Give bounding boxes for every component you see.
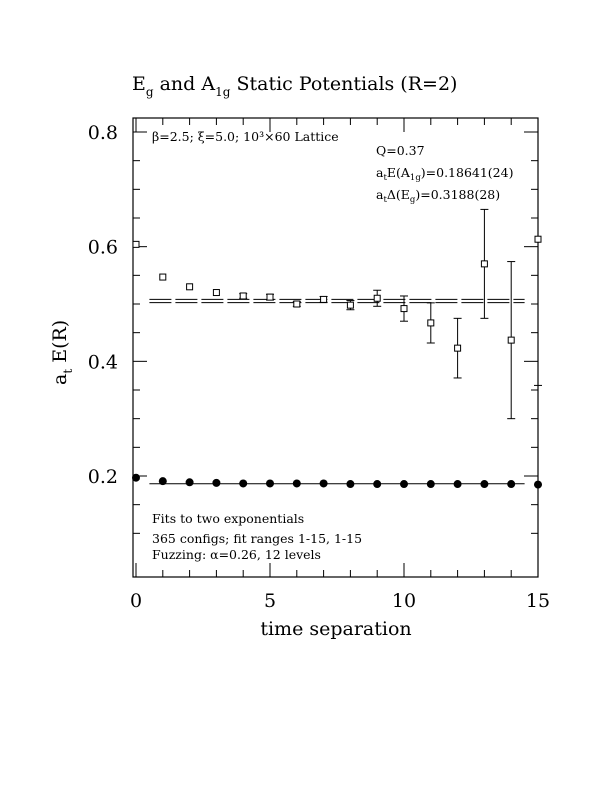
tick-labels: 0.2 0.4 0.6 0.8 0 5 10 15 <box>88 122 550 612</box>
fit-lines <box>149 298 525 485</box>
a1g-point <box>480 480 489 489</box>
eg-point <box>454 344 462 352</box>
eg-point <box>346 301 354 309</box>
x-tick-label: 5 <box>264 590 276 612</box>
eg-point <box>400 305 408 313</box>
eg-point <box>373 294 381 302</box>
a1g-point <box>426 480 435 489</box>
data-markers <box>132 118 542 489</box>
lattice-annotation: β=2.5; ξ=5.0; 10³×60 Lattice <box>152 129 339 144</box>
fuzzing-annotation: Fuzzing: α=0.26, 12 levels <box>152 547 321 562</box>
a1g-point <box>453 480 462 489</box>
a1g-point <box>239 479 248 488</box>
y-axis-label: at E(R) <box>49 320 75 385</box>
configs-annotation: 365 configs; fit ranges 1-15, 1-15 <box>152 531 362 546</box>
eg-point <box>480 260 488 268</box>
x-tick-label: 0 <box>130 590 142 612</box>
eg-point <box>186 283 194 291</box>
e-a1g-annotation: atE(A1g)=0.18641(24) <box>376 165 513 183</box>
a1g-point <box>132 473 140 482</box>
eg-point <box>427 319 435 327</box>
a1g-point <box>292 479 301 488</box>
x-axis-label: time separation <box>260 618 411 640</box>
eg-point <box>132 240 140 248</box>
y-tick-label: 0.6 <box>88 237 118 259</box>
title-sub-g: g <box>146 85 154 99</box>
eg-point <box>507 336 515 344</box>
a1g-point <box>212 478 221 487</box>
delta-eg-annotation: atΔ(Eg)=0.3188(28) <box>376 187 500 205</box>
eg-point <box>212 289 220 297</box>
x-tick-label: 10 <box>392 590 416 612</box>
eg-point <box>320 295 328 303</box>
chart-title: Eg and A1g Static Potentials (R=2) <box>132 73 457 99</box>
a1g-point <box>185 478 194 487</box>
q-annotation: Q=0.37 <box>376 143 425 158</box>
a1g-point <box>400 480 408 489</box>
title-sub-1g: 1g <box>215 85 231 99</box>
y-tick-label: 0.2 <box>88 466 118 488</box>
eg-point <box>159 273 167 281</box>
x-tick-label: 15 <box>526 590 550 612</box>
eg-point <box>266 293 274 301</box>
a1g-point <box>346 480 355 489</box>
y-tick-label: 0.4 <box>88 351 118 373</box>
a1g-point <box>373 480 382 489</box>
a1g-point <box>266 479 274 488</box>
a1g-point <box>319 479 328 488</box>
fits-annotation: Fits to two exponentials <box>152 511 304 526</box>
a1g-point <box>158 477 167 486</box>
eg-point <box>534 235 542 243</box>
eg-point <box>293 300 301 308</box>
a1g-point <box>507 480 516 489</box>
a1g-point <box>534 480 542 489</box>
y-tick-label: 0.8 <box>88 122 118 144</box>
eg-point <box>239 292 247 300</box>
